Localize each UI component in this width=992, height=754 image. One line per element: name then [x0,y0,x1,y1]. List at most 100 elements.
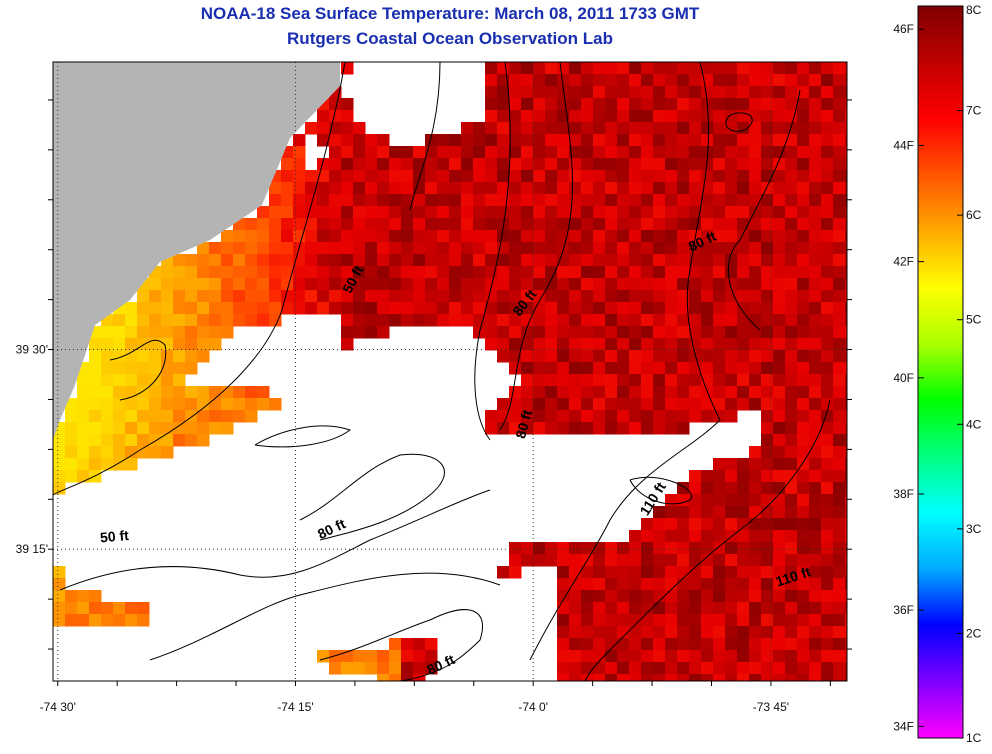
sst-pixel [677,182,690,195]
sst-pixel [749,446,762,459]
sst-pixel [341,98,354,111]
sst-pixel [617,194,630,207]
sst-pixel [845,278,847,291]
sst-pixel [677,494,690,507]
sst-pixel [365,170,378,183]
sst-pixel [749,602,762,615]
sst-pixel [689,638,702,651]
sst-pixel [353,326,366,339]
sst-pixel [509,98,522,111]
sst-pixel [569,422,582,435]
sst-pixel [725,650,738,663]
sst-pixel [593,158,606,171]
sst-pixel [617,278,630,291]
sst-pixel [593,662,606,675]
sst-pixel [833,482,846,495]
sst-pixel [197,278,210,291]
sst-pixel [221,242,234,255]
sst-pixel [581,578,594,591]
sst-pixel [329,182,342,195]
sst-pixel [653,554,666,567]
sst-pixel [233,386,246,399]
sst-pixel [353,278,366,291]
sst-pixel [221,254,234,267]
sst-pixel [785,518,798,531]
sst-pixel [689,338,702,351]
sst-pixel [701,62,714,75]
sst-pixel [761,362,774,375]
sst-pixel [641,602,654,615]
sst-pixel [185,278,198,291]
sst-pixel [689,386,702,399]
sst-pixel [149,350,162,363]
sst-pixel [605,674,618,681]
sst-pixel [605,146,618,159]
sst-pixel [737,626,750,639]
sst-pixel [257,218,270,231]
sst-pixel [557,386,570,399]
sst-pixel [701,266,714,279]
sst-pixel [797,254,810,267]
sst-pixel [305,122,318,135]
sst-pixel [569,182,582,195]
sst-pixel [785,494,798,507]
sst-pixel [653,362,666,375]
sst-pixel [785,398,798,411]
sst-pixel [833,518,846,531]
sst-pixel [353,170,366,183]
sst-pixel [677,170,690,183]
sst-pixel [353,158,366,171]
sst-pixel [593,146,606,159]
sst-pixel [641,626,654,639]
sst-pixel [629,590,642,603]
sst-pixel [665,590,678,603]
sst-pixel [545,194,558,207]
sst-pixel [161,422,174,435]
sst-pixel [545,338,558,351]
sst-pixel [245,266,258,279]
sst-pixel [761,134,774,147]
sst-pixel [797,506,810,519]
sst-pixel [689,674,702,681]
sst-pixel [557,566,570,579]
sst-pixel [329,266,342,279]
sst-pixel [809,170,822,183]
sst-pixel [377,182,390,195]
sst-pixel [593,122,606,135]
sst-pixel [689,218,702,231]
sst-pixel [665,374,678,387]
sst-pixel [449,290,462,303]
sst-pixel [113,410,126,423]
sst-pixel [173,350,186,363]
sst-pixel [473,182,486,195]
sst-pixel [845,266,847,279]
sst-pixel [593,206,606,219]
sst-pixel [701,530,714,543]
sst-pixel [509,110,522,123]
sst-pixel [305,170,318,183]
sst-pixel [521,146,534,159]
sst-pixel [605,86,618,99]
sst-pixel [641,266,654,279]
sst-pixel [305,290,318,303]
sst-pixel [281,218,294,231]
sst-pixel [101,398,114,411]
sst-pixel [257,386,270,399]
sst-pixel [749,626,762,639]
sst-pixel [569,146,582,159]
sst-pixel [641,218,654,231]
sst-pixel [209,278,222,291]
sst-pixel [785,602,798,615]
sst-pixel [821,170,834,183]
sst-pixel [437,290,450,303]
sst-pixel [725,362,738,375]
sst-pixel [65,398,78,411]
sst-pixel [365,146,378,159]
sst-pixel [773,410,786,423]
sst-pixel [773,314,786,327]
sst-pixel [545,422,558,435]
sst-pixel [125,326,138,339]
sst-pixel [617,86,630,99]
sst-pixel [749,458,762,471]
sst-pixel [593,578,606,591]
